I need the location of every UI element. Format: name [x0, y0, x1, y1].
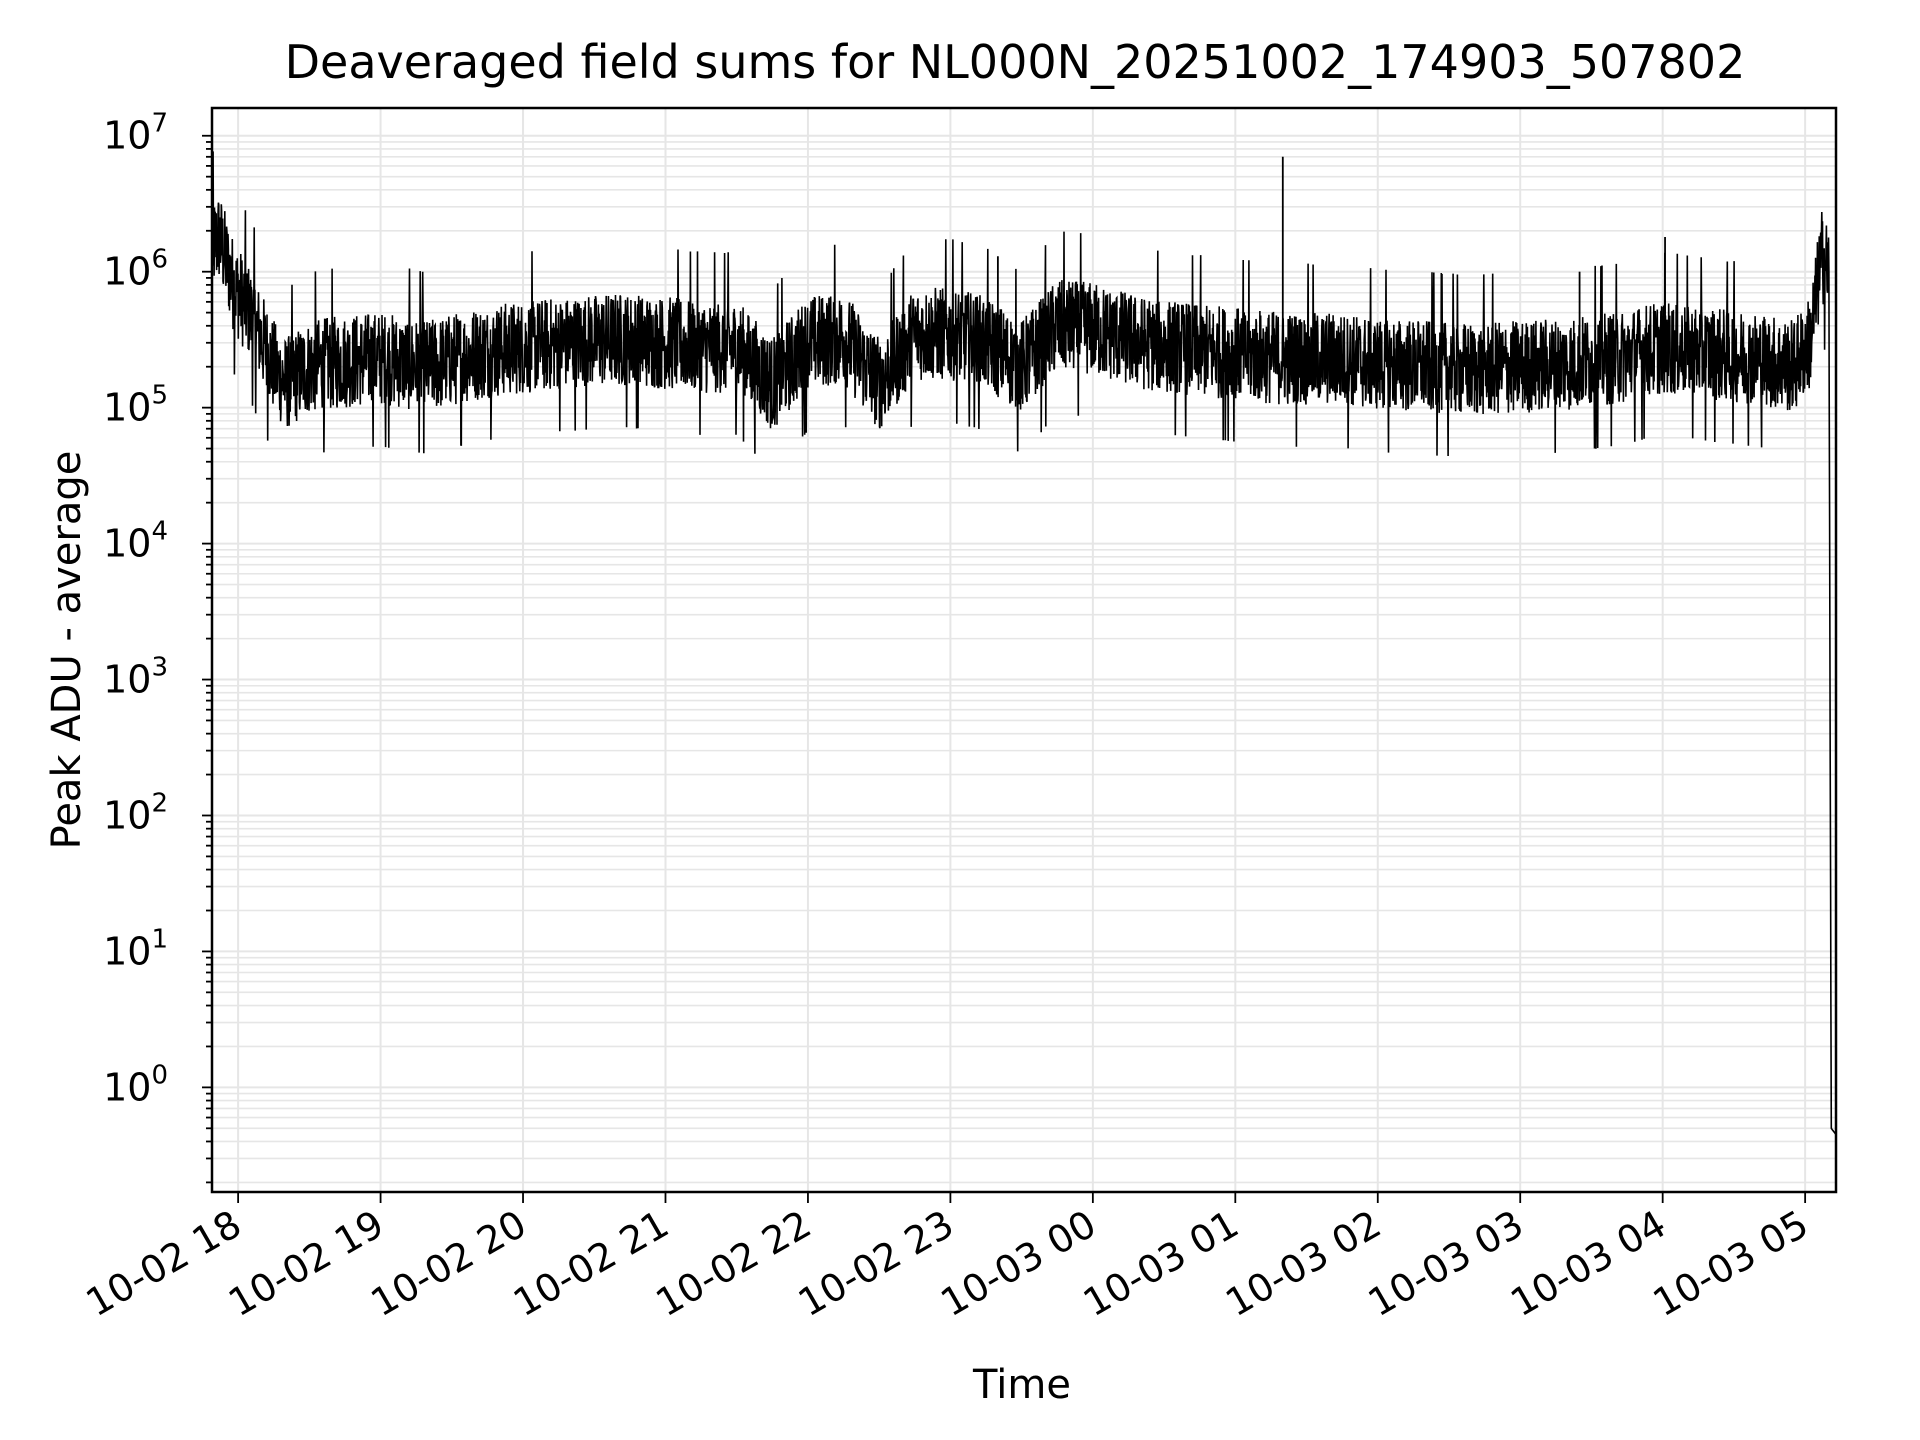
y-tick-label: 103 — [103, 653, 168, 702]
y-tick-label: 101 — [103, 924, 168, 973]
chart-title: Deaveraged field sums for NL000N_2025100… — [285, 35, 1746, 89]
y-tick-label: 102 — [103, 788, 168, 837]
grid — [212, 108, 1836, 1192]
series-line — [211, 151, 1837, 1135]
y-tick-label: 105 — [103, 381, 168, 430]
y-tick-label: 107 — [103, 109, 168, 158]
x-axis-label: Time — [972, 1362, 1071, 1408]
y-tick-label: 106 — [103, 245, 168, 294]
plot-frame — [210, 106, 1838, 1194]
y-axis: 100 101 102 103 104 105 106 107 — [103, 109, 212, 1184]
plot-series — [211, 151, 1837, 1135]
y-tick-label: 104 — [103, 517, 168, 566]
y-tick-label: 100 — [103, 1060, 168, 1109]
y-axis-label: Peak ADU - average — [44, 451, 90, 850]
